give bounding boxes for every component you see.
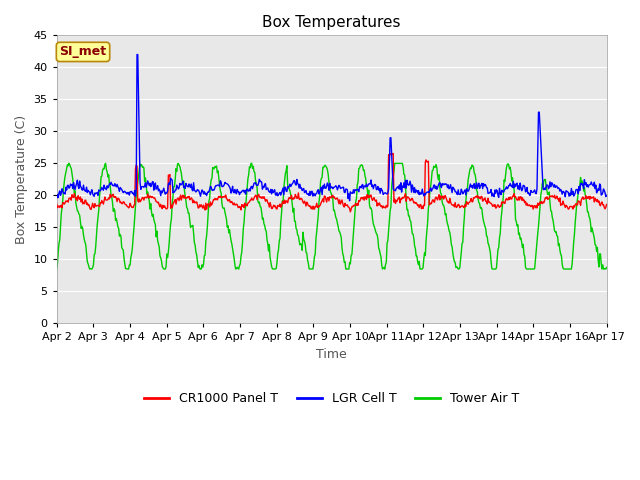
Text: SI_met: SI_met: [60, 46, 107, 59]
Y-axis label: Box Temperature (C): Box Temperature (C): [15, 115, 28, 244]
X-axis label: Time: Time: [316, 348, 347, 361]
Legend: CR1000 Panel T, LGR Cell T, Tower Air T: CR1000 Panel T, LGR Cell T, Tower Air T: [139, 387, 524, 410]
Title: Box Temperatures: Box Temperatures: [262, 15, 401, 30]
